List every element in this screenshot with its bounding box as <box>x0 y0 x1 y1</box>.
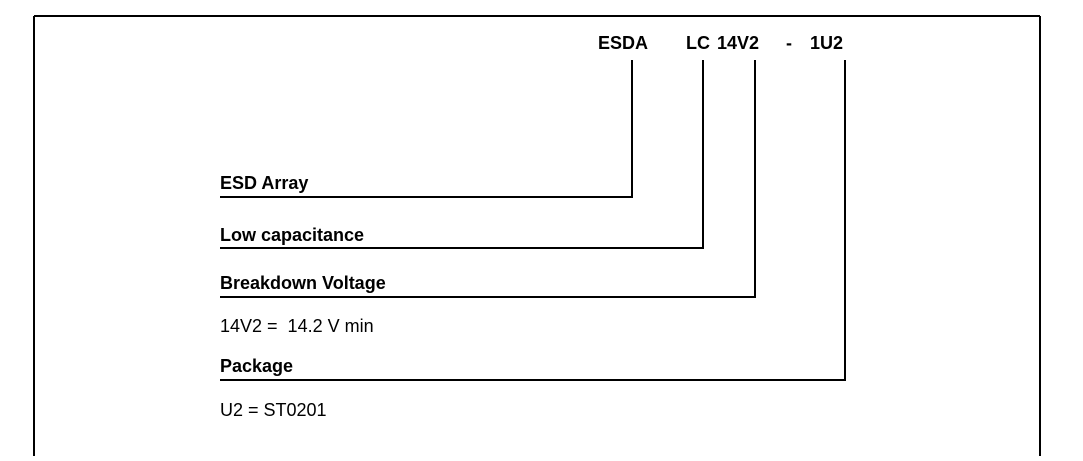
field-label: ESD Array <box>220 173 308 193</box>
connector <box>220 60 846 381</box>
field-label: Breakdown Voltage <box>220 273 386 293</box>
code-part: LC <box>686 33 710 53</box>
code-part: - <box>786 33 792 53</box>
connector <box>220 60 633 198</box>
field-label: Low capacitance <box>220 225 364 245</box>
code-part: 14V2 <box>717 33 759 53</box>
field-description: 14V2 = 14.2 V min <box>220 316 374 336</box>
code-part: ESDA <box>598 33 648 53</box>
connector <box>220 60 704 249</box>
connector <box>220 60 756 298</box>
field-label: Package <box>220 356 293 376</box>
field-description: U2 = ST0201 <box>220 400 327 420</box>
code-part: 1U2 <box>810 33 843 53</box>
